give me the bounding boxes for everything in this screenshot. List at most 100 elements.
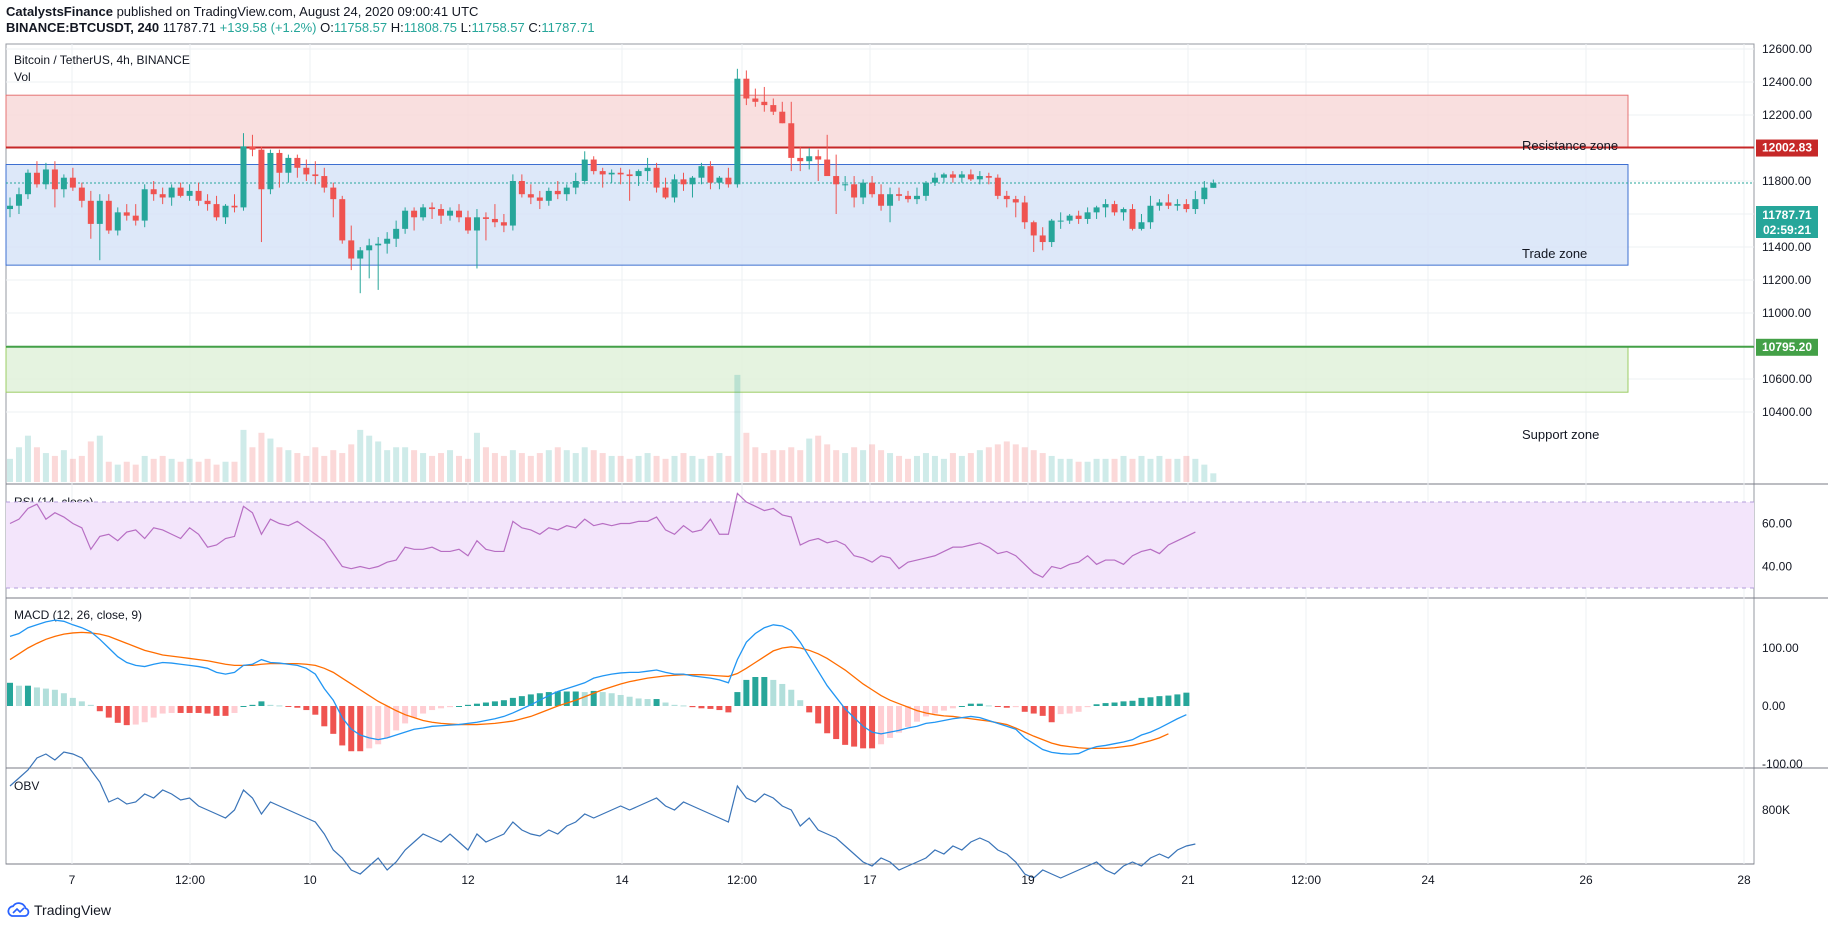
author-name[interactable]: CatalystsFinance [6,4,113,19]
macd-histogram-bar [527,694,534,706]
candle-body [931,177,938,183]
candle-body [743,78,750,99]
macd-histogram-bar [447,706,454,708]
candle-body [1156,202,1163,206]
candle-body [1138,222,1145,229]
candle-body [518,181,525,195]
candle-body [653,167,660,188]
price-tick-label: 10400.00 [1762,405,1812,419]
candle-body [590,159,597,172]
rsi-pane [6,492,1754,589]
macd-histogram-bar [249,704,256,706]
candle-body [375,243,382,246]
volume-bar [1147,458,1154,482]
volume-bar [491,453,498,482]
candle-body [707,166,714,183]
volume-bar [940,458,947,482]
candle-body [878,194,885,206]
volume-bar [249,447,256,482]
candle-body [159,194,166,198]
candle-body [132,215,139,221]
candle-body [806,156,813,162]
resistance-price-tag: 12002.83 [1756,139,1818,157]
candle-body [1066,215,1073,221]
macd-histogram-bar [240,706,247,707]
volume-bar [887,453,894,482]
macd-histogram-bar [1183,692,1190,706]
candle-body [824,159,831,177]
macd-histogram-bar [177,706,184,713]
volume-bar [905,458,911,482]
volume-bar [384,450,391,482]
candle-body [294,157,301,168]
zone-rect [5,164,1629,266]
volume-bar [473,432,480,482]
obv-tick-label: 800K [1762,803,1790,817]
macd-histogram-bar [590,690,597,706]
volume-bar [707,455,714,482]
volume-bar [285,450,292,482]
candle-body [473,217,480,231]
candle-body [599,171,606,175]
candle-body [1192,199,1199,210]
macd-histogram-bar [761,677,768,706]
tradingview-logo[interactable]: TradingView [6,902,111,918]
macd-histogram-bar [653,699,660,706]
volume-bar [33,447,40,482]
macd-histogram-bar [429,706,436,711]
candle-body [734,78,741,185]
macd-histogram-bar [1138,697,1145,706]
volume-bar [1012,444,1019,482]
candle-body [644,167,651,172]
volume-bar [662,458,669,482]
volume-bar [563,450,570,482]
volume-bar [1120,455,1127,482]
macd-histogram-bar [123,706,130,726]
candle-body [949,174,956,178]
resistance-price-value: 12002.83 [1762,141,1812,155]
candle-body [177,187,184,196]
last-price: 11787.71 [162,20,217,35]
candle-body [267,152,274,190]
volume-bar [671,455,678,482]
volume-bar [815,435,822,482]
volume-bar [518,453,525,482]
volume-bar [96,435,103,482]
candle-body [563,187,570,195]
candle-body [1120,209,1127,213]
macd-histogram-bar [716,706,723,711]
candle-body [420,207,427,218]
close-value: 11787.71 [541,20,595,35]
low-label: L: [460,20,472,35]
macd-histogram-bar [1156,696,1163,706]
price-tick-label: 11200.00 [1762,273,1811,287]
macd-histogram-bar [572,691,579,706]
volume-bar [958,455,965,482]
volume-bar [87,441,94,482]
candle-body [285,157,292,173]
candle-body [240,146,247,208]
candle-body [411,210,418,218]
candle-body [716,177,723,183]
candle-body [1021,202,1028,223]
macd-histogram-bar [913,706,920,722]
last-price-value: 11787.71 [1762,208,1812,222]
candle-body [896,194,903,196]
price-tick-label: 11800.00 [1762,174,1811,188]
candle-body [447,210,454,216]
candle-body [698,166,705,178]
macd-histogram-bar [1012,706,1019,708]
macd-histogram-bar [779,683,786,706]
volume-bar [303,455,310,482]
volume-bar [1084,461,1091,482]
volume-bar [752,447,759,482]
volume-bar [590,450,597,482]
volume-bar [617,455,624,482]
candle-body [1048,220,1055,243]
volume-bar [913,455,920,482]
volume-bar [159,455,166,482]
macd-histogram-bar [545,692,552,706]
macd-histogram-bar [258,701,265,706]
macd-histogram-bar [905,706,911,727]
